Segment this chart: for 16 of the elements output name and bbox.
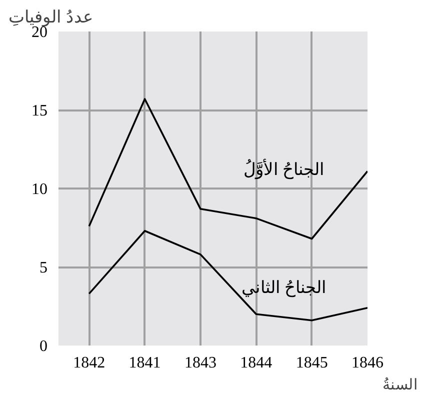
- x-axis-title: السنةُ: [382, 376, 418, 394]
- line-series: [88, 98, 368, 240]
- series-label: الجناحُ الثاني: [241, 278, 327, 298]
- x-tick-label: 1841: [128, 354, 161, 372]
- x-tick-label: 1845: [296, 354, 328, 372]
- x-tick-label: 1844: [240, 354, 272, 372]
- y-tick-label: 10: [32, 181, 48, 198]
- y-axis-title: عددُ الوفياتِ: [8, 8, 93, 28]
- y-tick-label: 5: [40, 260, 48, 276]
- y-tick-label: 15: [32, 102, 48, 120]
- line-series: [88, 230, 368, 322]
- x-tick-label: 1846: [352, 354, 384, 372]
- y-tick-label: 0: [40, 338, 48, 355]
- x-tick-label: 1843: [184, 354, 216, 372]
- series-label: الجناحُ الأوَّلُ: [243, 159, 325, 180]
- x-tick-label: 1842: [73, 354, 106, 372]
